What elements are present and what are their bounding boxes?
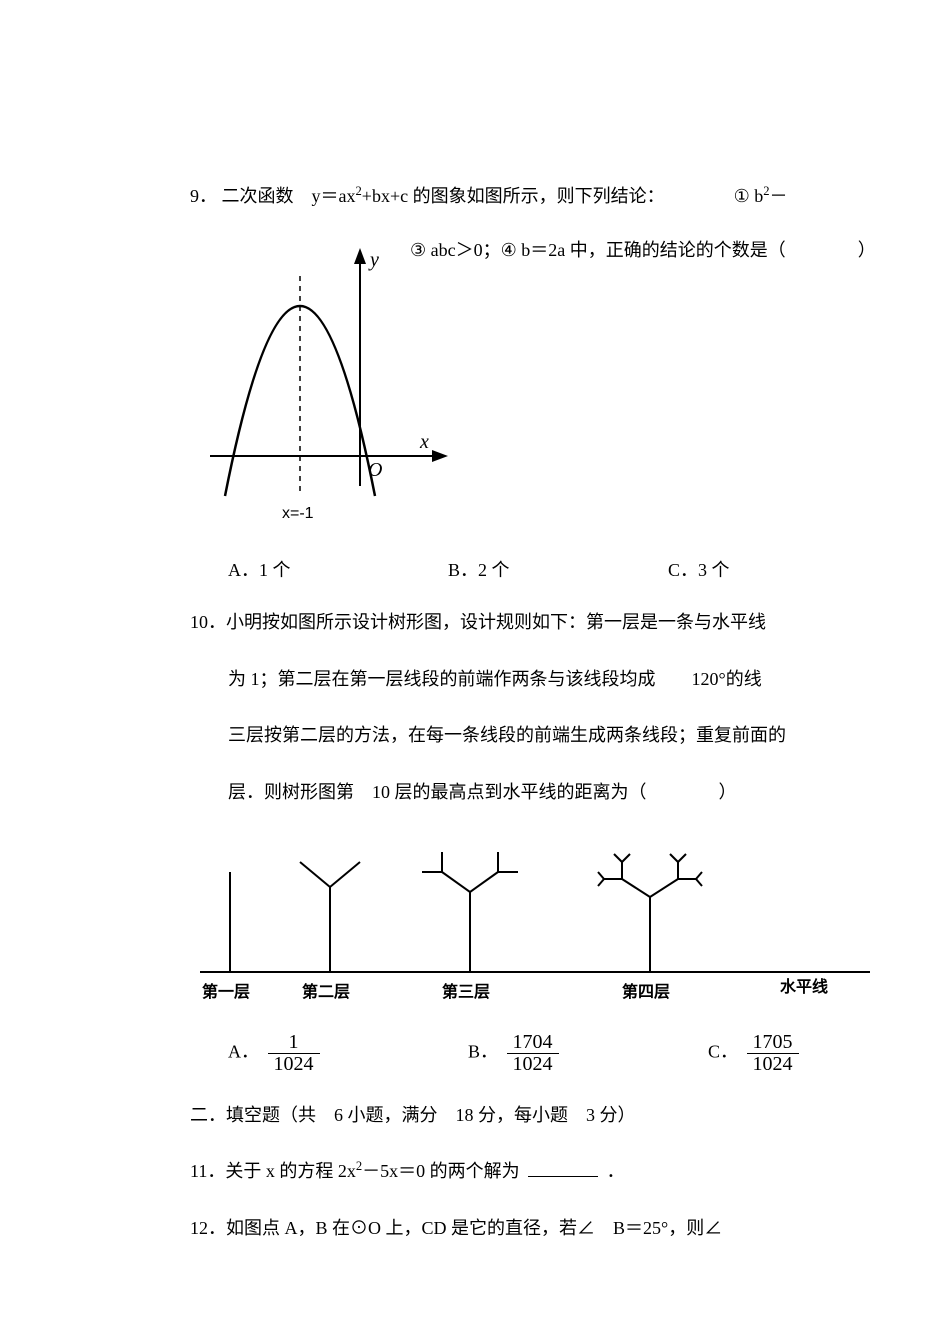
q9-opt-C: C．3 个 <box>668 556 888 582</box>
q9-options: A．1 个 B．2 个 C．3 个 <box>190 556 945 582</box>
tree-label-2: 第二层 <box>302 982 350 1001</box>
q10-A-num: 1 <box>268 1032 320 1054</box>
q9-cond1-suffix: － <box>770 186 788 206</box>
q10-line4: 层．则树形图第 10 层的最高点到水平线的距离为（ ） <box>190 776 945 808</box>
q10-B-den: 1024 <box>507 1054 559 1075</box>
q10-A-frac: 1 1024 <box>268 1032 320 1075</box>
q10-options: A． 1 1024 B． 1704 1024 C． 1705 1024 <box>190 1032 945 1075</box>
q10-A-den: 1024 <box>268 1054 320 1075</box>
x-label: x <box>419 431 429 453</box>
q10-tree-diagram: 第一层 第二层 第三层 第四层 水平线 <box>190 832 945 1012</box>
q11-text-b: －5x＝0 的两个解为 <box>362 1161 520 1181</box>
q10-B-label: B． <box>468 1042 498 1062</box>
y-axis-arrow <box>354 248 366 264</box>
q10-C-den: 1024 <box>747 1054 799 1075</box>
q9-cond1-prefix: ① b <box>734 186 764 206</box>
q11-line: 11．关于 x 的方程 2x2－5x＝0 的两个解为 ． <box>190 1155 945 1187</box>
tree-labels: 第一层 第二层 第三层 第四层 水平线 <box>202 977 828 1001</box>
q9-parabola-graph: y x O x=-1 <box>190 236 450 526</box>
q10-C-frac: 1705 1024 <box>747 1032 799 1075</box>
tree-layer4 <box>598 854 702 972</box>
q10-opt-B: B． 1704 1024 <box>468 1032 708 1075</box>
q11-text-a: 11．关于 x 的方程 2x <box>190 1161 356 1181</box>
q10-B-num: 1704 <box>507 1032 559 1054</box>
tree-layer3 <box>422 852 518 972</box>
q10-l1: 小明按如图所示设计树形图，设计规则如下：第一层是一条与水平线 <box>226 612 766 632</box>
q10-C-label: C． <box>708 1042 738 1062</box>
q10-line2: 为 1；第二层在第一层线段的前端作两条与该线段均成 120°的线 <box>190 663 945 695</box>
tree-label-ground: 水平线 <box>780 977 828 996</box>
q9-stem-line1: 9． 二次函数 y＝ax2+bx+c 的图象如图所示，则下列结论： ① b2－ <box>190 180 945 212</box>
q10-C-num: 1705 <box>747 1032 799 1054</box>
q9-overlay-text: ③ abc＞0；④ b＝2a 中，正确的结论的个数是（ ） <box>410 236 876 262</box>
y-label: y <box>368 249 379 271</box>
tree-label-3: 第三层 <box>442 982 490 1001</box>
q9-opt-B: B．2 个 <box>448 556 668 582</box>
origin-label: O <box>368 459 382 481</box>
x-axis-arrow <box>432 450 448 462</box>
q9-number: 9． <box>190 186 217 206</box>
q9-stem-a: 二次函数 y＝ax <box>222 186 356 206</box>
q9-diagram-wrap: ③ abc＞0；④ b＝2a 中，正确的结论的个数是（ ） y x O x=-1 <box>190 236 945 536</box>
tree-layer2 <box>300 862 360 972</box>
q10-line1: 10．小明按如图所示设计树形图，设计规则如下：第一层是一条与水平线 <box>190 606 945 638</box>
q10-number: 10． <box>190 612 226 632</box>
section2-heading: 二．填空题（共 6 小题，满分 18 分，每小题 3 分） <box>190 1099 945 1131</box>
q10-opt-A: A． 1 1024 <box>228 1032 468 1075</box>
q11-text-c: ． <box>607 1161 625 1181</box>
q12-line: 12．如图点 A，B 在⊙O 上，CD 是它的直径，若∠ B＝25°，则∠ <box>190 1212 945 1244</box>
q9-opt-A: A．1 个 <box>228 556 448 582</box>
q10-A-label: A． <box>228 1042 259 1062</box>
tree-label-1: 第一层 <box>202 982 250 1001</box>
tree-label-4: 第四层 <box>622 982 670 1001</box>
vertex-x-label: x=-1 <box>282 505 314 522</box>
tree-svg: 第一层 第二层 第三层 第四层 水平线 <box>190 832 890 1012</box>
q10-B-frac: 1704 1024 <box>507 1032 559 1075</box>
q11-blank <box>528 1176 598 1177</box>
q9-stem-b: +bx+c 的图象如图所示，则下列结论： <box>362 186 665 206</box>
q10-opt-C: C． 1705 1024 <box>708 1032 945 1075</box>
q10-line3: 三层按第二层的方法，在每一条线段的前端生成两条线段；重复前面的 <box>190 719 945 751</box>
